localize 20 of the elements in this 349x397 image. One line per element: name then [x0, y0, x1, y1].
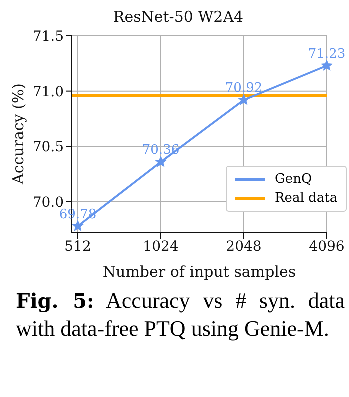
y-tick-label: 71.5: [32, 28, 64, 45]
legend-label: GenQ: [275, 172, 312, 187]
y-tick-label: 70.5: [32, 140, 64, 156]
data-label: 71.23: [308, 46, 346, 62]
data-label: 70.92: [225, 81, 263, 96]
point: [156, 156, 166, 167]
point: [72, 220, 84, 231]
caption: Fig. 5: Accuracy vs # syn. data with data-free PTQ using Genie-M.: [16, 288, 345, 341]
y-tick-label: 71.0: [32, 84, 64, 100]
y-tick-label: 70.0: [32, 194, 64, 211]
x-tick-label: 4096: [309, 238, 345, 255]
x-axis-title: Number of input samples: [102, 263, 296, 281]
legend-label: Real data: [275, 191, 338, 206]
x-tick-label: 1024: [143, 238, 179, 255]
x-tick-label: 2048: [226, 238, 262, 255]
point: [322, 60, 332, 70]
y-axis-title: Accuracy (%): [9, 83, 28, 186]
point: [238, 94, 250, 105]
chart-title: ResNet-50 W2A4: [112, 8, 245, 26]
x-tick-label: 512: [64, 238, 92, 255]
